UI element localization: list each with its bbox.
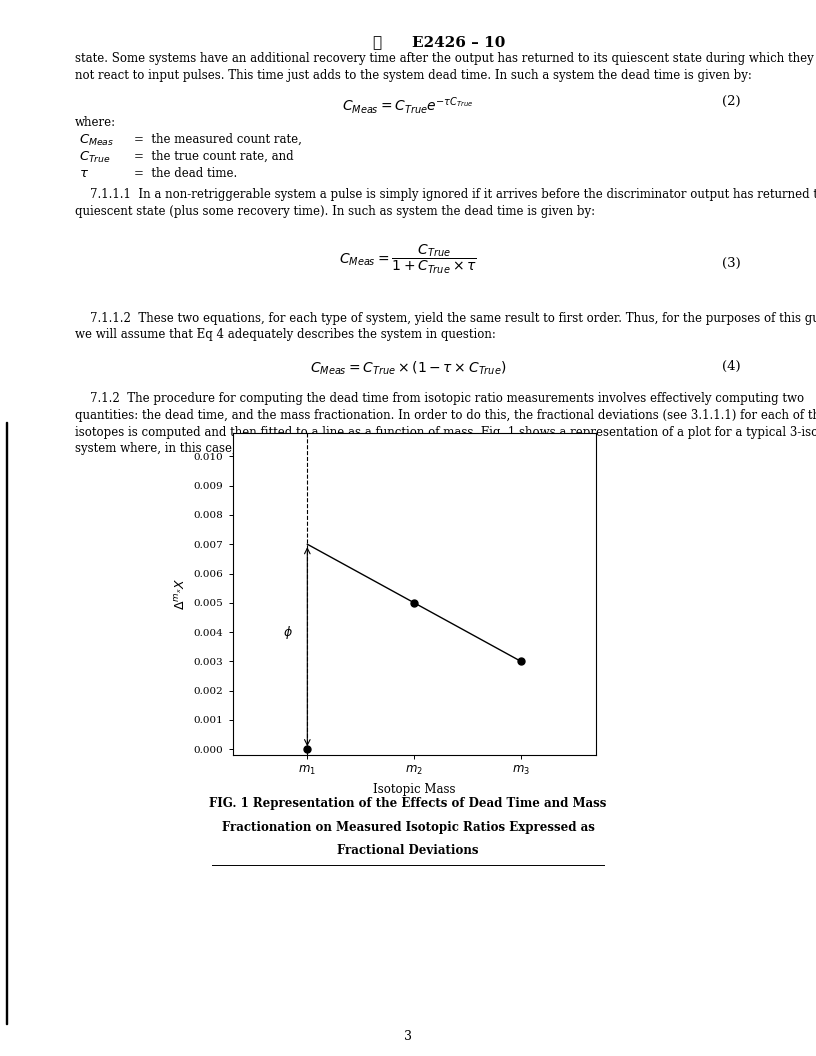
Text: =  the true count rate, and: = the true count rate, and: [134, 150, 294, 163]
Text: 7.1.1.1  In a non-retriggerable system a pulse is simply ignored if it arrives b: 7.1.1.1 In a non-retriggerable system a …: [75, 188, 816, 201]
Text: isotopes is computed and then fitted to a line as a function of mass. Fig. 1 sho: isotopes is computed and then fitted to …: [75, 426, 816, 438]
Text: Fractionation on Measured Isotopic Ratios Expressed as: Fractionation on Measured Isotopic Ratio…: [222, 821, 594, 833]
Text: we will assume that Eq 4 adequately describes the system in question:: we will assume that Eq 4 adequately desc…: [75, 328, 496, 341]
Text: 7.1.2  The procedure for computing the dead time from isotopic ratio measurement: 7.1.2 The procedure for computing the de…: [75, 392, 804, 404]
Y-axis label: $\Delta^{m_x}X$: $\Delta^{m_x}X$: [175, 578, 188, 610]
Text: 7.1.1.2  These two equations, for each type of system, yield the same result to : 7.1.1.2 These two equations, for each ty…: [75, 312, 816, 324]
Text: 3: 3: [404, 1030, 412, 1042]
Text: =  the measured count rate,: = the measured count rate,: [134, 133, 302, 146]
Text: (4): (4): [722, 360, 741, 373]
Text: =  the dead time.: = the dead time.: [134, 167, 237, 180]
Text: $\tau$: $\tau$: [79, 167, 89, 180]
Text: (3): (3): [722, 257, 741, 269]
Text: where:: where:: [75, 116, 116, 129]
Text: $C_{Meas} = C_{True} \times \left( 1 - \tau \times C_{True} \right)$: $C_{Meas} = C_{True} \times \left( 1 - \…: [310, 360, 506, 377]
Text: system where, in this case, isotope 1 is used as the reference isotope.: system where, in this case, isotope 1 is…: [75, 442, 491, 455]
Text: $C_{True}$: $C_{True}$: [79, 150, 111, 165]
Text: Fractional Deviations: Fractional Deviations: [337, 844, 479, 856]
Text: E2426 – 10: E2426 – 10: [412, 36, 505, 50]
Text: quiescent state (plus some recovery time). In such as system the dead time is gi: quiescent state (plus some recovery time…: [75, 205, 595, 218]
Text: $C_{Meas} = C_{True}e^{-\tau C_{True}}$: $C_{Meas} = C_{True}e^{-\tau C_{True}}$: [342, 95, 474, 116]
Text: (2): (2): [722, 95, 741, 108]
X-axis label: Isotopic Mass: Isotopic Mass: [373, 782, 455, 796]
Text: state. Some systems have an additional recovery time after the output has return: state. Some systems have an additional r…: [75, 52, 816, 64]
Text: quantities: the dead time, and the mass fractionation. In order to do this, the : quantities: the dead time, and the mass …: [75, 409, 816, 421]
Text: ⚙: ⚙: [372, 36, 382, 50]
Text: $C_{Meas}$: $C_{Meas}$: [79, 133, 114, 148]
Text: FIG. 1 Representation of the Effects of Dead Time and Mass: FIG. 1 Representation of the Effects of …: [210, 797, 606, 810]
Text: $\phi$: $\phi$: [283, 623, 293, 641]
Text: not react to input pulses. This time just adds to the system dead time. In such : not react to input pulses. This time jus…: [75, 69, 752, 81]
Text: $C_{Meas} = \dfrac{C_{True}}{1 + C_{True} \times \tau}$: $C_{Meas} = \dfrac{C_{True}}{1 + C_{True…: [339, 243, 477, 276]
